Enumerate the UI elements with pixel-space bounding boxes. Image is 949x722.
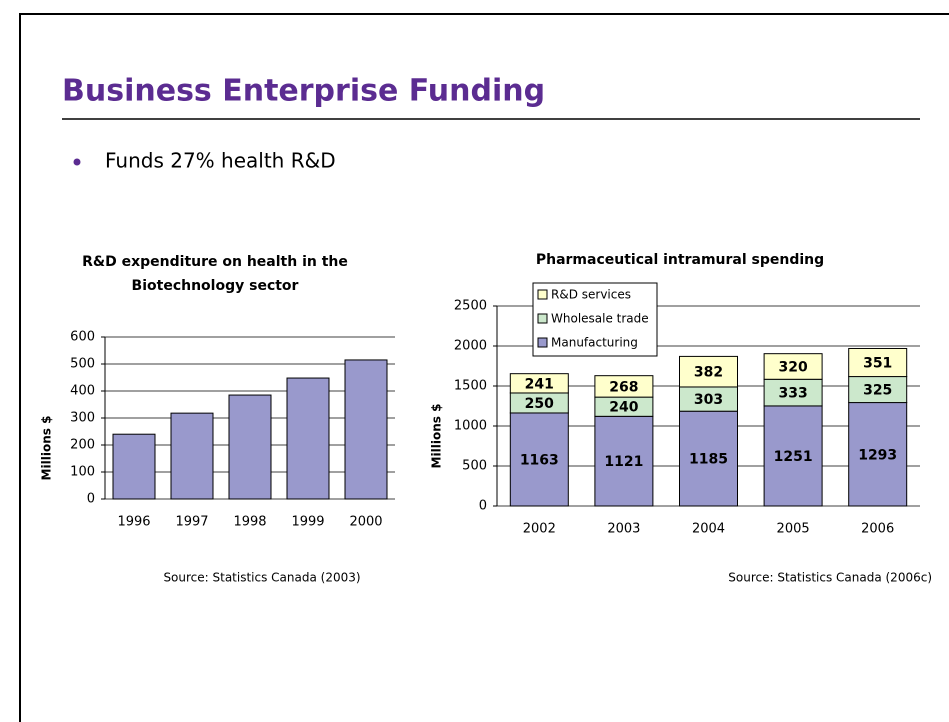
bar-segment <box>848 347 908 378</box>
bar-segment <box>763 405 823 507</box>
legend-label: Wholesale trade <box>551 312 649 326</box>
legend-box <box>532 282 658 357</box>
data-label: 1251 <box>774 449 813 465</box>
y-tick-label: 0 <box>87 492 95 507</box>
y-tick-label: 1000 <box>454 419 487 434</box>
bar-segment <box>509 373 569 394</box>
y-tick-label: 400 <box>70 384 95 399</box>
legend-label: Manufacturing <box>551 336 638 350</box>
bar <box>344 359 388 500</box>
x-tick-label: 2000 <box>349 515 382 530</box>
y-tick-label: 300 <box>70 411 95 426</box>
chart-source: Source: Statistics Canada (2003) <box>163 571 360 585</box>
bar <box>112 433 156 500</box>
legend-label: R&D services <box>551 288 631 302</box>
y-tick-label: 1500 <box>454 379 487 394</box>
x-tick-label: 2005 <box>777 522 810 537</box>
legend-swatch <box>537 313 548 324</box>
legend-swatch <box>537 337 548 348</box>
bar-segment <box>679 410 738 507</box>
y-axis-label: Millions $ <box>430 404 444 469</box>
y-tick-label: 600 <box>70 330 95 345</box>
chart-title: R&D expenditure on health in the Biotech… <box>82 254 348 294</box>
x-tick-label: 1999 <box>291 515 324 530</box>
bar-segment <box>679 386 738 412</box>
y-tick-label: 100 <box>70 465 95 480</box>
bar <box>228 394 272 500</box>
x-tick-label: 2002 <box>523 522 556 537</box>
data-label: 1293 <box>858 447 897 463</box>
bar-segment <box>679 355 738 388</box>
data-label: 1121 <box>604 454 643 470</box>
bar-segment <box>594 375 654 398</box>
data-label: 333 <box>778 386 807 402</box>
data-label: 1163 <box>520 452 559 468</box>
bar-segment <box>763 353 823 380</box>
data-label: 250 <box>525 396 554 412</box>
x-tick-label: 1996 <box>117 515 150 530</box>
y-tick-label: 200 <box>70 438 95 453</box>
y-tick-label: 2000 <box>454 339 487 354</box>
data-label: 241 <box>525 376 554 392</box>
bar <box>286 377 330 500</box>
bar-segment <box>848 376 908 404</box>
y-tick-label: 500 <box>70 357 95 372</box>
bullet-text: Funds 27% health R&D <box>105 149 336 173</box>
data-label: 351 <box>863 356 892 372</box>
legend-swatch <box>537 289 548 300</box>
x-tick-label: 2003 <box>607 522 640 537</box>
chart-title: Pharmaceutical intramural spending <box>535 252 825 268</box>
data-label: 1185 <box>689 452 728 468</box>
data-label: 325 <box>863 383 892 399</box>
y-axis-label: Millions $ <box>40 416 54 481</box>
data-label: 268 <box>609 379 638 395</box>
data-label: 320 <box>778 359 807 375</box>
data-label: 382 <box>694 365 723 381</box>
chart-source: Source: Statistics Canada (2006c) <box>728 571 932 585</box>
data-label: 240 <box>609 400 638 416</box>
data-label: 303 <box>694 392 723 408</box>
y-tick-label: 2500 <box>454 299 487 314</box>
bar-segment <box>848 402 908 507</box>
bar-segment <box>763 378 823 407</box>
x-tick-label: 2004 <box>692 522 725 537</box>
x-tick-label: 1997 <box>175 515 208 530</box>
x-tick-label: 1998 <box>233 515 266 530</box>
bullet-dot <box>73 158 81 166</box>
x-tick-label: 2006 <box>861 522 894 537</box>
y-tick-label: 0 <box>479 499 487 514</box>
slide-title: Business Enterprise Funding <box>62 74 545 109</box>
slide-frame <box>19 13 949 722</box>
y-tick-label: 500 <box>462 459 487 474</box>
bar-segment <box>594 415 654 507</box>
bar <box>170 412 214 500</box>
